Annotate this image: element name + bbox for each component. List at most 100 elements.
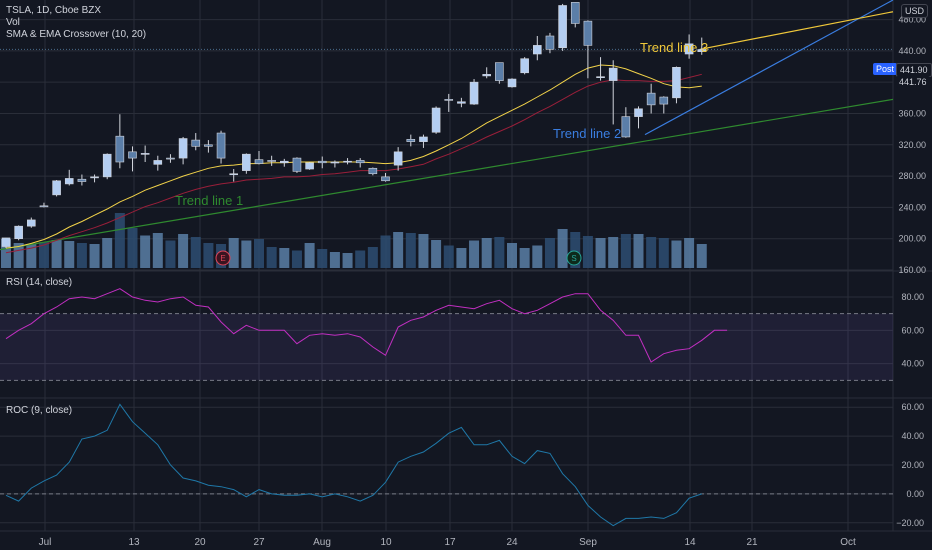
candle-body <box>229 173 238 176</box>
volume-bar <box>481 238 492 268</box>
ma-crossover-label[interactable]: SMA & EMA Crossover (10, 20) <box>6 29 147 40</box>
candle-body <box>26 219 36 227</box>
candle-body <box>495 62 504 81</box>
time-tick-label: 21 <box>746 537 758 548</box>
candle-body <box>368 167 378 175</box>
volume-bar <box>633 234 644 268</box>
candle-body <box>469 81 479 105</box>
volume-bar <box>418 234 429 268</box>
symbol-title[interactable]: TSLA, 1D, Cboe BZX <box>6 5 102 16</box>
roc-tick-label: 40.00 <box>901 431 924 441</box>
time-tick-label: 17 <box>444 537 456 548</box>
rsi-line <box>5 288 728 363</box>
candle-body <box>305 162 314 170</box>
volume-bar <box>64 241 75 268</box>
candle-body <box>254 159 264 164</box>
roc-pane <box>0 403 893 527</box>
candle-body <box>608 67 618 81</box>
roc-tick-label: 60.00 <box>901 402 924 412</box>
roc-legend[interactable]: ROC (9, close) <box>6 405 73 416</box>
candle-body <box>646 92 656 106</box>
candle-body <box>267 160 276 162</box>
roc-tick-label: −20.00 <box>896 518 924 528</box>
rsi-band-fill <box>0 313 893 381</box>
volume-bar <box>114 213 125 268</box>
volume-bar <box>13 243 24 268</box>
volume-label[interactable]: Vol <box>6 17 20 28</box>
candle-body <box>659 96 669 105</box>
candle-body <box>1 237 11 247</box>
volume-bar <box>608 237 619 268</box>
volume-bar <box>456 248 467 268</box>
volume-bar <box>26 244 37 268</box>
volume-bar <box>241 240 252 268</box>
candle-body <box>520 58 529 74</box>
volume-bar <box>393 232 404 268</box>
volume-bar <box>570 232 581 268</box>
volume-bar <box>203 243 214 268</box>
currency-button[interactable]: USD <box>900 4 928 18</box>
candle-body <box>431 107 441 133</box>
candle-body <box>672 67 681 99</box>
candle-body <box>140 153 150 155</box>
trend-line-1 <box>0 98 894 251</box>
candle-body <box>393 151 403 166</box>
candle-body <box>204 144 213 147</box>
volume-bar <box>127 228 138 268</box>
volume-bar <box>367 247 378 268</box>
time-tick-label: 14 <box>684 537 696 548</box>
volume-bar <box>494 237 505 268</box>
volume-bar <box>342 253 353 268</box>
time-tick-label: Sep <box>579 537 597 548</box>
time-tick-label: 24 <box>506 537 518 548</box>
candle-body <box>166 157 175 160</box>
candle-body <box>532 45 542 55</box>
volume-bar <box>557 229 568 268</box>
time-tick-label: Aug <box>313 537 331 548</box>
candle-body <box>64 178 74 185</box>
volume-bar <box>544 238 555 268</box>
candle-body <box>292 157 302 172</box>
post-price-badge: 441.90 <box>896 63 932 77</box>
trend-lines[interactable] <box>0 0 894 251</box>
time-tick-label: 10 <box>380 537 392 548</box>
candle-body <box>482 74 492 77</box>
candle-body <box>153 160 163 165</box>
volume-bar <box>140 235 151 268</box>
post-label-badge: Post <box>873 63 898 75</box>
candle-body <box>128 151 137 159</box>
rsi-tick-label: 60.00 <box>901 325 924 335</box>
price-tick-label: 280.00 <box>898 171 926 181</box>
trend-line-3 <box>699 11 894 50</box>
volume-bar <box>317 249 328 268</box>
volume-bar <box>38 242 49 268</box>
volume-bar <box>380 235 391 268</box>
candle-body <box>507 78 517 88</box>
rsi-legend[interactable]: RSI (14, close) <box>6 277 73 288</box>
candle-body <box>317 160 327 164</box>
price-tick-label: 360.00 <box>898 108 926 118</box>
volume-bar <box>329 252 340 268</box>
candle-body <box>621 116 631 138</box>
candle-body <box>634 108 643 117</box>
volume-bar <box>443 245 454 268</box>
trend-line-2-label: Trend line 2 <box>553 126 622 141</box>
candle-body <box>406 139 416 142</box>
candle-body <box>178 138 188 159</box>
candle-body <box>77 178 87 182</box>
volume-bar <box>658 238 669 268</box>
roc-line <box>5 403 702 527</box>
candle-body <box>115 135 125 163</box>
volume-bar <box>507 243 517 268</box>
candle-body <box>355 160 365 164</box>
candle-body <box>242 153 251 171</box>
volume-bar <box>646 237 657 268</box>
rsi-tick-label: 40.00 <box>901 359 924 369</box>
candle-body <box>457 101 466 104</box>
volume-bar <box>190 237 201 268</box>
candlesticks <box>1 2 707 249</box>
time-tick-label: Jul <box>39 537 52 548</box>
